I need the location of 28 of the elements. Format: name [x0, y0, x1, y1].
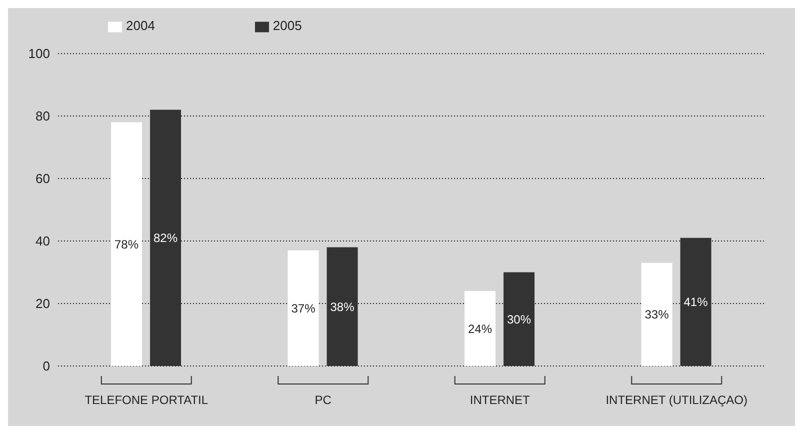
bar [504, 272, 535, 366]
data-label: 41% [684, 295, 708, 310]
y-tick-label: 80 [36, 108, 50, 124]
x-tick-label: INTERNET (UTILIZAÇAO) [606, 393, 748, 407]
data-label: 78% [114, 237, 139, 252]
bar [150, 110, 182, 366]
y-tick-label: 40 [36, 234, 50, 249]
data-label: 33% [644, 308, 670, 322]
legend-label: 2005 [272, 18, 302, 33]
y-tick-label: 60 [36, 171, 50, 186]
x-tick-label: TELEFONE PORTATIL [84, 393, 208, 407]
data-label: 82% [154, 231, 178, 246]
y-tick-label: 20 [36, 296, 50, 312]
bar [680, 238, 712, 366]
data-label: 38% [330, 300, 355, 314]
data-label: 37% [291, 301, 316, 316]
bar [326, 247, 358, 366]
x-tick-label: PC [314, 393, 332, 407]
y-tick-label: 100 [28, 46, 50, 62]
bar [111, 122, 142, 366]
legend-label: 2004 [126, 18, 155, 33]
bar [288, 250, 319, 366]
data-label: 24% [468, 322, 492, 336]
data-label: 30% [507, 312, 532, 326]
bar [464, 291, 496, 366]
x-tick-label: INTERNET [470, 393, 531, 407]
y-tick-label: 0 [42, 358, 50, 374]
bar [641, 262, 672, 366]
